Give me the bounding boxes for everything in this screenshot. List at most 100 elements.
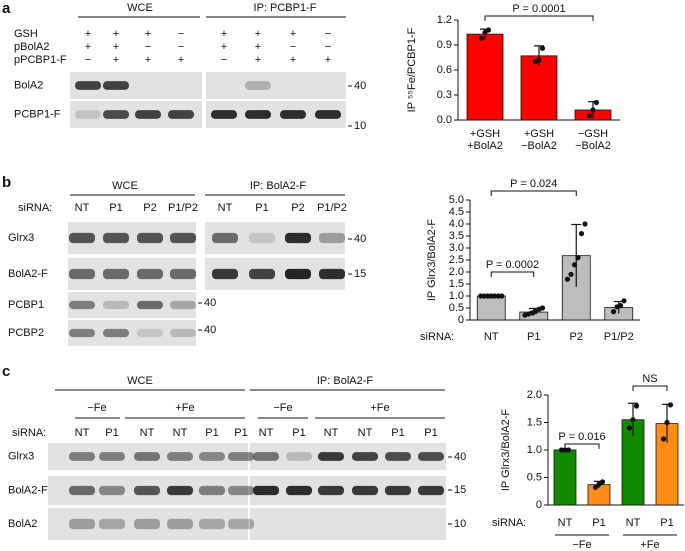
data-point: [536, 57, 542, 63]
panel-label: c: [2, 363, 10, 380]
mw-label: 40: [454, 451, 466, 463]
condition-label: GSH: [14, 28, 38, 40]
x-tick-label: −BolA2: [521, 140, 557, 152]
blot-band: [103, 328, 129, 338]
x-tick-label: NT: [484, 331, 499, 343]
condition-sign: −: [221, 54, 227, 66]
blot-header: IP: PCBP1-F: [254, 2, 317, 14]
group-label: +Fe: [175, 402, 194, 414]
condition-sign: −: [178, 41, 184, 53]
y-tick-label: 1.5: [527, 416, 542, 428]
mw-label: 10: [454, 518, 466, 530]
blot-band: [253, 485, 279, 496]
y-tick-label: 1.5: [449, 278, 464, 290]
blot-header: WCE: [127, 375, 153, 387]
blot-band: [228, 452, 254, 461]
bar: [553, 449, 577, 506]
row-label: Glrx3: [8, 450, 34, 462]
condition-sign: +: [145, 28, 151, 40]
blot-band: [318, 485, 344, 496]
blot-band: [228, 485, 254, 496]
lane-label: P1: [109, 202, 122, 214]
y-tick-label: 0.5: [527, 471, 542, 483]
condition-sign: +: [255, 28, 261, 40]
row-label: Glrx3: [8, 232, 34, 244]
blot-band: [69, 485, 95, 496]
condition-sign: +: [113, 41, 119, 53]
x-axis-label: siRNA:: [492, 517, 526, 529]
condition-sign: +: [178, 54, 184, 66]
y-tick-label: 3.5: [449, 230, 464, 242]
row-label: BolA2-F: [8, 268, 48, 280]
x-axis-label: siRNA:: [420, 331, 454, 343]
annotation: NS: [642, 373, 657, 385]
data-point: [599, 479, 606, 485]
annotation: P = 0.016: [558, 431, 605, 443]
x-tick-label: −BolA2: [575, 140, 611, 152]
mw-label: 40: [204, 324, 216, 336]
blot-band: [168, 110, 194, 119]
y-tick-label: 2.0: [527, 389, 542, 401]
data-point: [592, 484, 599, 490]
blot-header: IP: BolA2-F: [250, 180, 307, 192]
bar: [520, 55, 558, 121]
blot-band: [99, 485, 125, 496]
lane-label: P1: [234, 427, 247, 439]
blot-band: [103, 300, 129, 310]
y-tick-label: 0.0: [437, 114, 452, 126]
lane-label: NT: [259, 427, 274, 439]
significance-bracket: [632, 385, 668, 391]
mw-label: 10: [354, 120, 366, 132]
y-tick-label: 0: [536, 499, 542, 511]
blot-band: [103, 268, 129, 280]
y-tick-label: 5.0: [449, 194, 464, 206]
data-point: [564, 276, 571, 282]
blot-band: [285, 268, 311, 280]
blot-band: [245, 81, 271, 90]
blot-band: [167, 452, 193, 461]
y-tick-label: 0.6: [437, 64, 452, 76]
blot-band: [249, 268, 275, 280]
group-label: −Fe: [87, 402, 106, 414]
condition-sign: +: [145, 54, 151, 66]
x-tick-label: P1: [660, 517, 673, 529]
data-point: [593, 99, 600, 106]
blot-band: [103, 232, 129, 244]
data-point: [664, 419, 670, 426]
group-label: −Fe: [273, 402, 292, 414]
data-point: [499, 293, 505, 299]
x-tick-label: P1: [527, 331, 540, 343]
y-tick-label: 0.5: [449, 302, 464, 314]
y-tick-label: 0.3: [437, 89, 452, 101]
condition-sign: +: [85, 41, 91, 53]
blot-band: [280, 110, 306, 119]
lane-label: P1: [205, 427, 218, 439]
data-point: [571, 262, 578, 268]
row-label: BolA2-F: [8, 484, 48, 496]
x-tick-label: P1/P2: [604, 331, 634, 343]
x-tick-label: NT: [558, 517, 573, 529]
row-label: PCBP1: [8, 299, 44, 311]
blot-band: [137, 328, 163, 338]
blot-band: [212, 268, 238, 280]
blot-band: [69, 300, 95, 310]
blot-header: IP: BolA2-F: [317, 375, 374, 387]
bar: [466, 33, 504, 121]
blot-image: [250, 508, 446, 540]
blot-band: [69, 452, 95, 461]
panel-label: b: [2, 174, 11, 191]
data-point: [590, 107, 596, 113]
blot-band: [134, 518, 160, 530]
blot-band: [418, 452, 444, 461]
x-tick-label: NT: [626, 517, 641, 529]
blot-band: [170, 232, 196, 244]
mw-label: 40: [354, 233, 366, 245]
y-axis-label: IP Glrx3/BolA2-F: [426, 219, 438, 302]
bar: [476, 295, 506, 321]
data-point: [575, 255, 581, 261]
blot-band: [199, 518, 225, 530]
lane-label: NT: [140, 427, 155, 439]
y-tick-label: 1.0: [449, 290, 464, 302]
mw-label: 15: [354, 268, 366, 280]
